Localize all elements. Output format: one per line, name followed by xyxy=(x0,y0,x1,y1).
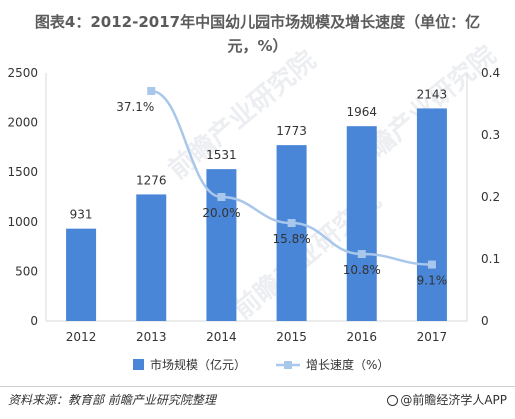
y-right-tick-label: 0.3 xyxy=(481,128,500,142)
legend-bar-label: 市场规模（亿元） xyxy=(150,357,246,372)
brand-credit: @前瞻经济学人APP xyxy=(387,391,507,408)
x-tick-label: 2014 xyxy=(206,330,237,344)
bar-value-label: 931 xyxy=(70,208,93,222)
y-left-tick-label: 1000 xyxy=(7,215,38,229)
x-tick-label: 2016 xyxy=(346,330,377,344)
legend-line-label: 增长速度（%） xyxy=(306,357,389,372)
growth-value-label: 37.1% xyxy=(116,100,154,114)
x-tick-label: 2013 xyxy=(136,330,167,344)
bar-value-label: 1964 xyxy=(346,105,377,119)
growth-value-label: 10.8% xyxy=(343,263,381,277)
y-right-tick-label: 0.4 xyxy=(481,66,500,80)
growth-marker xyxy=(147,86,156,95)
title-line-2: 元，%） xyxy=(227,37,288,55)
title-line-1: 图表4：2012-2017年中国幼儿园市场规模及增长速度（单位：亿 xyxy=(34,13,481,31)
x-tick-label: 2012 xyxy=(66,330,97,344)
bar xyxy=(416,108,447,321)
brand-logo-icon xyxy=(387,395,399,406)
bar-value-label: 2143 xyxy=(417,87,448,101)
growth-marker xyxy=(357,250,366,259)
y-left-tick-label: 2000 xyxy=(7,116,38,130)
y-right-tick-label: 0.1 xyxy=(481,252,500,266)
chart-canvas: 0 500 1000 1500 2000 2500 0 0.1 0.2 0.3 0.4 931 1276… xyxy=(7,66,500,372)
bar-value-label: 1276 xyxy=(136,173,167,187)
bar xyxy=(276,145,307,321)
x-tick-label: 2017 xyxy=(417,330,448,344)
growth-marker xyxy=(217,193,226,201)
growth-marker xyxy=(287,219,296,228)
growth-value-label: 9.1% xyxy=(417,274,448,288)
y-left-tick-label: 2500 xyxy=(7,66,38,80)
bar xyxy=(346,126,377,321)
chart-title: 图表4：2012-2017年中国幼儿园市场规模及增长速度（单位：亿 元，%） xyxy=(10,10,505,58)
growth-line xyxy=(151,89,432,266)
bar xyxy=(136,194,167,321)
y-right-tick-label: 0.2 xyxy=(481,190,500,204)
bar xyxy=(66,228,97,321)
y-left-tick-label: 1500 xyxy=(7,165,38,179)
footer-divider xyxy=(0,386,515,387)
source-note: 资料来源：教育部 前瞻产业研究院整理 xyxy=(8,393,216,407)
y-right-tick-label: 0 xyxy=(481,314,489,328)
legend-bar-swatch xyxy=(133,359,144,370)
y-left-tick-label: 500 xyxy=(15,264,38,278)
bar-value-label: 1531 xyxy=(206,148,237,162)
bar-value-label: 1773 xyxy=(276,124,307,138)
y-left-tick-label: 0 xyxy=(30,314,38,328)
growth-value-label: 20.0% xyxy=(202,206,240,220)
legend-line-marker xyxy=(284,361,292,369)
growth-value-label: 15.8% xyxy=(273,232,311,246)
growth-marker xyxy=(427,260,436,269)
x-tick-label: 2015 xyxy=(276,330,307,344)
brand-text: @前瞻经济学人APP xyxy=(400,393,507,407)
